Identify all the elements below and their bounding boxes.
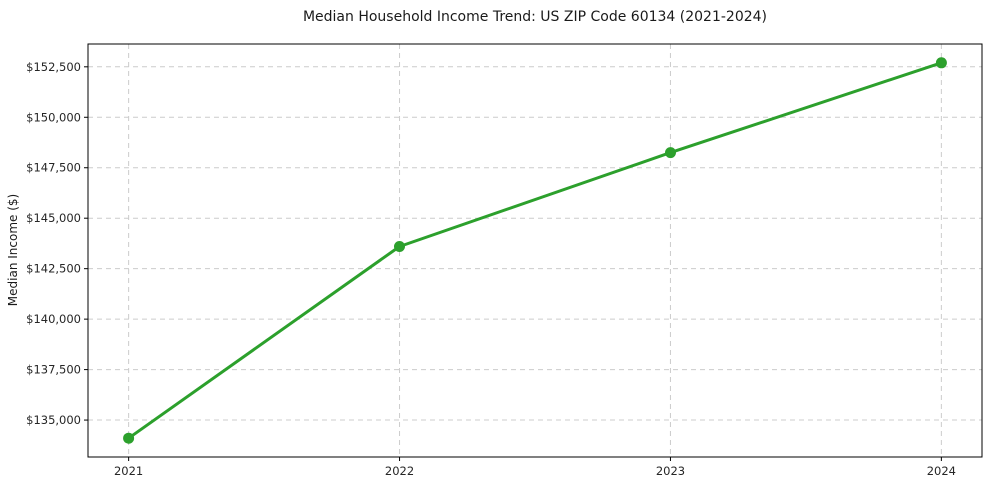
x-tick-label: 2021 [114, 464, 143, 478]
x-tick-label: 2024 [927, 464, 956, 478]
plot-border [87, 43, 983, 458]
y-tick-label: $140,000 [26, 312, 81, 326]
grid-layer [88, 44, 982, 457]
chart-title: Median Household Income Trend: US ZIP Co… [303, 9, 767, 25]
y-tick-label: $150,000 [26, 110, 81, 124]
y-tick-label: $137,500 [26, 363, 81, 377]
x-tick-label: 2022 [385, 464, 414, 478]
y-tick-label: $152,500 [26, 60, 81, 74]
y-tick-label: $147,500 [26, 161, 81, 175]
y-tick-label: $142,500 [26, 262, 81, 276]
y-tick-label: $135,000 [26, 413, 81, 427]
data-point-2022 [394, 241, 405, 252]
data-point-2023 [665, 147, 676, 159]
y-tick-label: $145,000 [26, 211, 81, 225]
x-tick-label: 2023 [656, 464, 685, 478]
data-point-2021 [123, 432, 135, 444]
tick-labels: $135,000 $137,500 $140,000 $142,500 $145,000… [26, 60, 956, 478]
series-layer [123, 57, 947, 444]
data-point-2024 [935, 57, 947, 69]
y-axis-label: Median Income ($) [6, 194, 20, 306]
trend-line [127, 61, 943, 440]
axis-frame [84, 43, 983, 461]
